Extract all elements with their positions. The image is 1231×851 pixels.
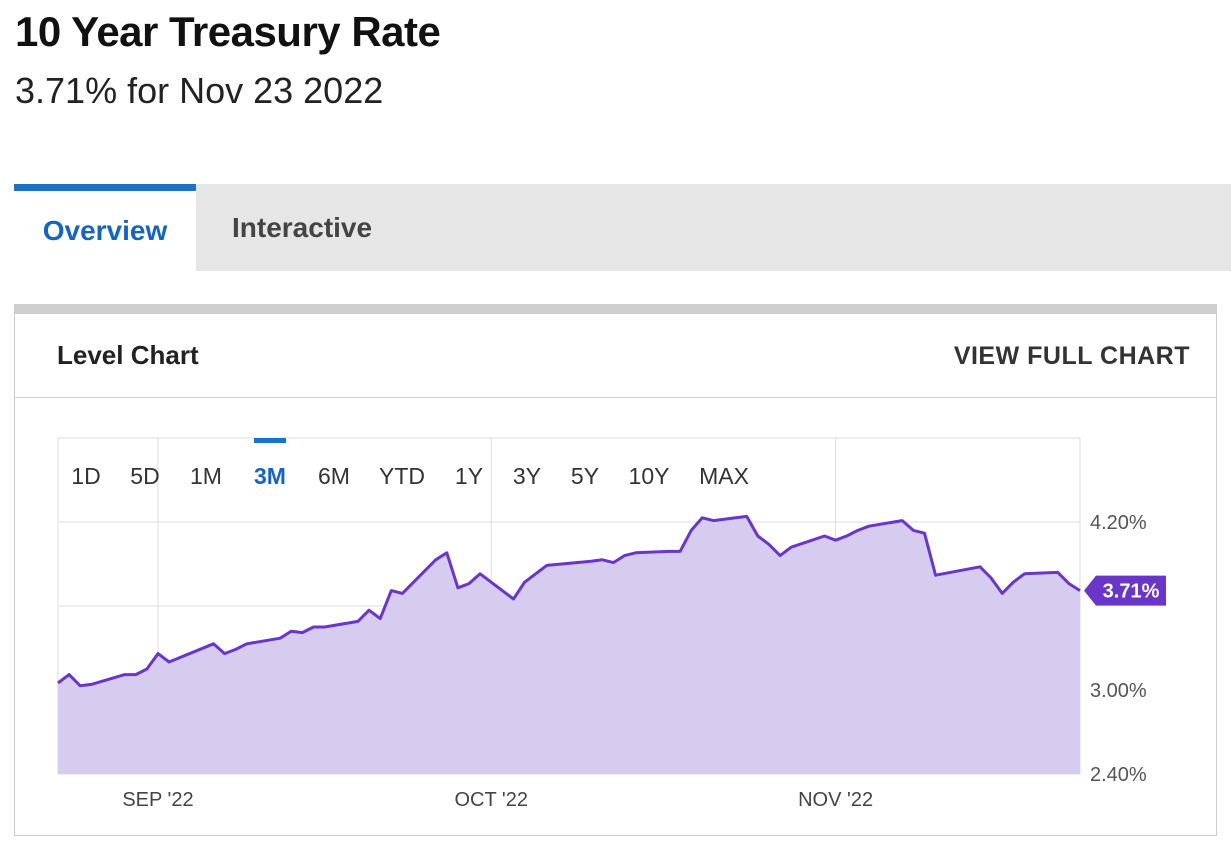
range-button-10y[interactable]: 10Y — [629, 463, 670, 489]
area-fill — [58, 516, 1080, 774]
range-button-ytd[interactable]: YTD — [379, 463, 425, 489]
series-line — [57, 514, 1081, 688]
range-button-6m[interactable]: 6M — [318, 463, 350, 489]
x-tick-label: OCT '22 — [454, 789, 527, 811]
card-header: Level Chart VIEW FULL CHART — [15, 314, 1216, 398]
y-tick-label: 3.00% — [1090, 680, 1147, 702]
range-button-5d[interactable]: 5D — [130, 463, 159, 489]
last-value-badge — [1084, 575, 1166, 606]
range-button-1y[interactable]: 1Y — [455, 463, 483, 489]
y-tick-label: 2.40% — [1090, 764, 1147, 786]
last-value-label: 3.71% — [1103, 581, 1160, 603]
y-tick-label: 4.20% — [1090, 512, 1147, 534]
range-button-max[interactable]: MAX — [699, 463, 749, 489]
x-tick-label: NOV '22 — [798, 789, 873, 811]
view-full-chart-link[interactable]: VIEW FULL CHART — [953, 342, 1190, 370]
card-title: Level Chart — [57, 340, 199, 370]
tab-overview[interactable]: Overview — [14, 184, 196, 271]
range-button-5y[interactable]: 5Y — [571, 463, 599, 489]
range-button-3y[interactable]: 3Y — [513, 463, 541, 489]
page-title: 10 Year Treasury Rate — [15, 8, 441, 55]
range-button-1d[interactable]: 1D — [71, 463, 100, 489]
page-subtitle: 3.71% for Nov 23 2022 — [15, 70, 384, 111]
x-tick-label: SEP '22 — [122, 789, 193, 811]
range-button-1m[interactable]: 1M — [190, 463, 222, 489]
range-active-indicator — [254, 438, 286, 443]
range-button-3m[interactable]: 3M — [254, 463, 286, 489]
tab-bar: Overview Interactive Chart — [14, 184, 1231, 330]
card-top-bar — [14, 304, 1217, 314]
